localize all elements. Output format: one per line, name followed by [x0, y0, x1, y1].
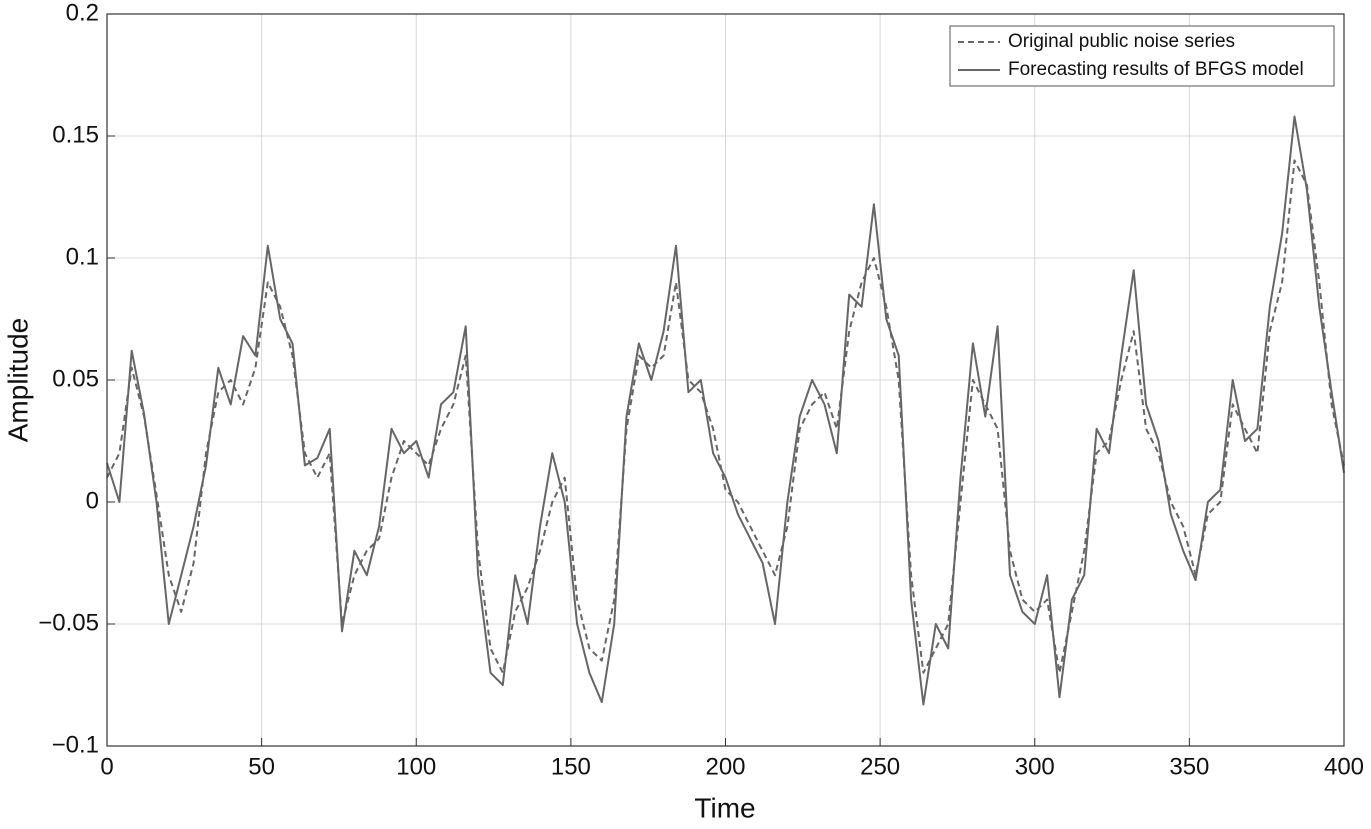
y-tick-label: −0.05 — [38, 609, 99, 636]
y-tick-label: 0.1 — [66, 243, 99, 270]
x-tick-label: 250 — [860, 753, 900, 780]
y-tick-label: 0.15 — [52, 121, 99, 148]
y-tick-label: 0 — [86, 487, 99, 514]
x-tick-label: 100 — [396, 753, 436, 780]
y-axis-title: Amplitude — [2, 318, 33, 443]
legend-box — [949, 25, 1335, 87]
legend-label: Original public noise series — [1008, 31, 1235, 52]
legend-label: Forecasting results of BFGS model — [1008, 59, 1304, 80]
y-tick-label: 0.2 — [66, 0, 99, 26]
x-tick-label: 0 — [100, 753, 113, 780]
x-tick-label: 400 — [1324, 753, 1364, 780]
x-tick-label: 50 — [248, 753, 275, 780]
x-tick-label: 150 — [551, 753, 591, 780]
y-tick-label: 0.05 — [52, 365, 99, 392]
x-tick-label: 200 — [705, 753, 745, 780]
plot-frame — [106, 13, 1345, 747]
series-line — [106, 115, 1345, 706]
y-tick-label: −0.1 — [52, 731, 99, 758]
x-tick-label: 300 — [1015, 753, 1055, 780]
series-line — [106, 159, 1345, 674]
x-axis-title: Time — [694, 792, 755, 823]
x-tick-label: 350 — [1169, 753, 1209, 780]
